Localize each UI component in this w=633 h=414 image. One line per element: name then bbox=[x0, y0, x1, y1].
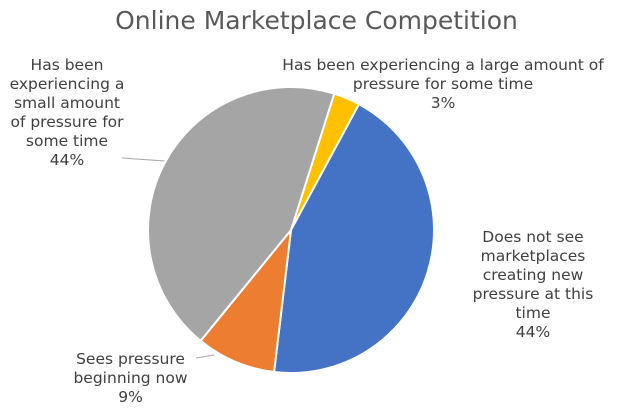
label-category: Sees pressure beginning now bbox=[73, 350, 188, 387]
label-value: 44% bbox=[49, 151, 85, 169]
label-category: Has been experiencing a large amount of … bbox=[282, 56, 604, 93]
data-label: Sees pressure beginning now 9% bbox=[58, 350, 203, 407]
label-category: Does not see marketplaces creating new p… bbox=[472, 228, 594, 322]
pie-slice bbox=[199, 226, 293, 374]
data-label: Has been experiencing a large amount of … bbox=[253, 56, 633, 113]
data-label: Has been experiencing a small amount of … bbox=[7, 56, 127, 170]
label-value: 44% bbox=[515, 323, 551, 341]
label-category: Has been experiencing a small amount of … bbox=[9, 56, 125, 150]
pie-slice bbox=[272, 102, 435, 374]
data-label: Does not see marketplaces creating new p… bbox=[463, 228, 603, 342]
leader-line bbox=[121, 157, 166, 162]
chart-title: Online Marketplace Competition bbox=[115, 6, 518, 35]
label-value: 9% bbox=[118, 388, 143, 406]
leader-line bbox=[195, 354, 215, 359]
label-value: 3% bbox=[430, 94, 456, 112]
pie-slice bbox=[147, 86, 336, 343]
